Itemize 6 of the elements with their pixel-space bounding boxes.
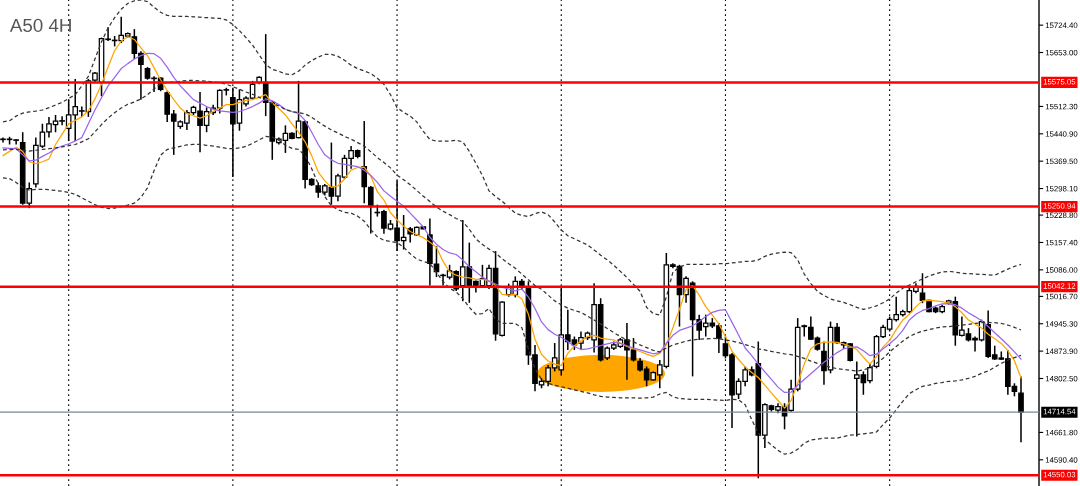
line-series xyxy=(2,0,1022,316)
line-series xyxy=(2,135,1022,455)
candlestick xyxy=(367,185,374,235)
candlestick xyxy=(1018,375,1024,444)
candlestick xyxy=(361,120,368,204)
text: A50 4H xyxy=(9,18,71,33)
